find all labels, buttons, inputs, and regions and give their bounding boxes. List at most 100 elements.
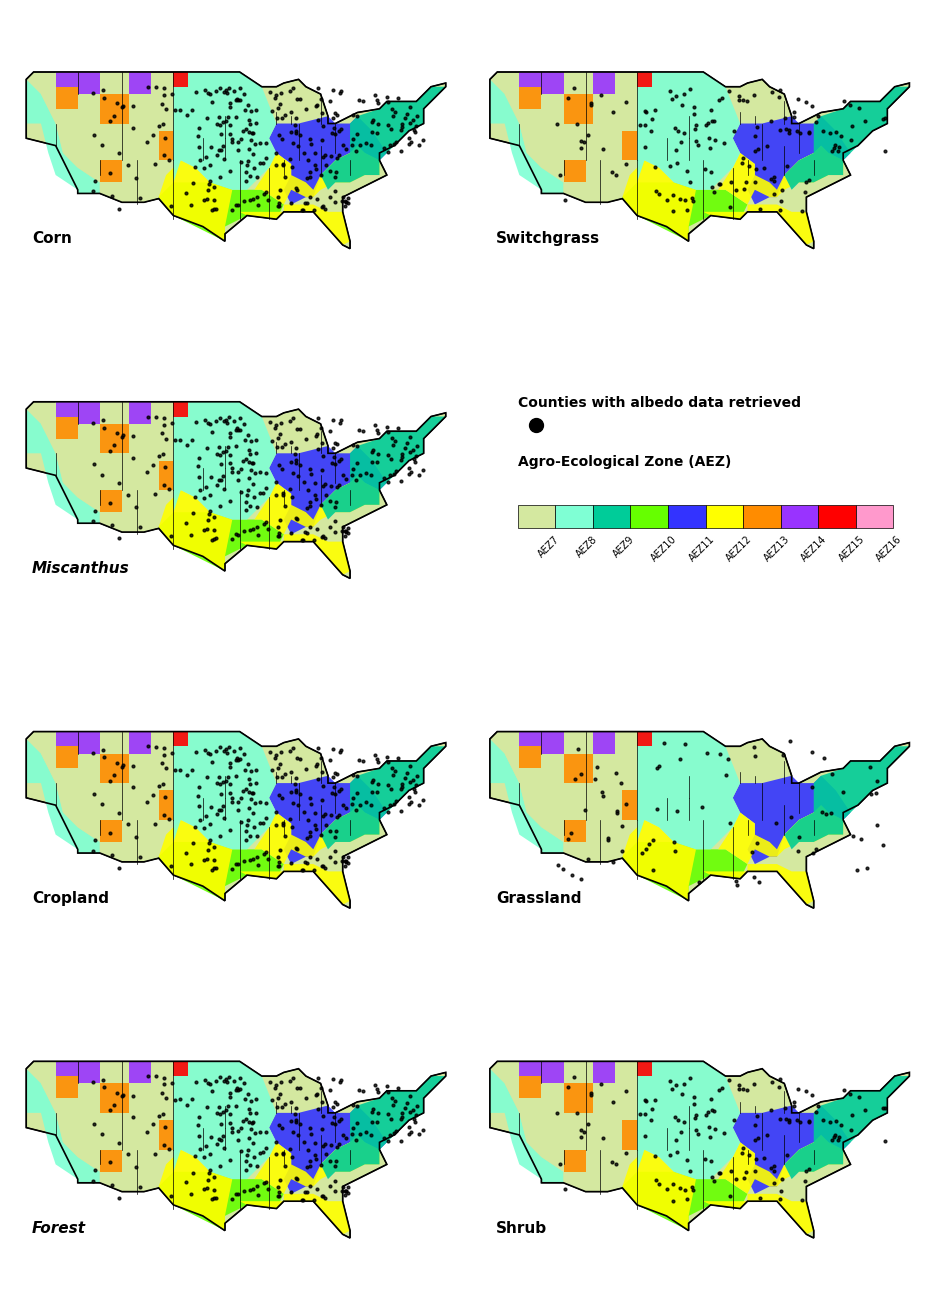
Point xyxy=(278,764,293,785)
Point xyxy=(207,507,222,528)
Point xyxy=(268,141,283,162)
Point xyxy=(309,756,324,777)
Point xyxy=(315,1106,330,1127)
Point xyxy=(284,122,299,143)
Point xyxy=(218,409,233,430)
Point xyxy=(831,1127,846,1148)
Point xyxy=(386,134,401,155)
Point xyxy=(271,187,286,208)
Point xyxy=(682,172,697,193)
Point xyxy=(619,1081,634,1102)
Point xyxy=(141,736,156,757)
Point xyxy=(157,77,172,98)
Point xyxy=(285,738,300,758)
Point xyxy=(338,855,353,876)
Point xyxy=(371,92,386,113)
Point xyxy=(739,1161,754,1182)
Point xyxy=(228,1079,243,1100)
Point xyxy=(116,96,131,117)
Point xyxy=(323,1134,339,1155)
Point xyxy=(240,485,255,506)
Point xyxy=(191,1107,207,1128)
Point xyxy=(230,1184,245,1205)
Point xyxy=(128,168,143,189)
Point xyxy=(284,761,299,782)
Point xyxy=(850,859,865,880)
Point xyxy=(332,1072,347,1093)
Point xyxy=(308,1148,323,1169)
Point xyxy=(219,741,234,762)
Point xyxy=(610,800,625,821)
Point xyxy=(388,761,403,782)
Point xyxy=(335,1176,350,1197)
Point xyxy=(252,132,267,153)
Bar xyxy=(855,504,893,528)
Point xyxy=(243,773,258,794)
Point xyxy=(303,1176,318,1197)
Point xyxy=(140,791,155,812)
Point xyxy=(156,774,171,795)
Point xyxy=(238,821,253,842)
Point xyxy=(191,447,207,468)
Point xyxy=(207,528,222,549)
Point xyxy=(230,194,245,215)
Point xyxy=(243,444,258,465)
Point xyxy=(208,1070,223,1091)
Point xyxy=(300,827,315,848)
Point xyxy=(386,464,401,485)
Point xyxy=(326,447,341,468)
Polygon shape xyxy=(520,1076,541,1098)
Point xyxy=(302,128,317,149)
Point xyxy=(274,787,290,808)
Point xyxy=(752,871,767,892)
Point xyxy=(748,172,763,193)
Point xyxy=(707,111,722,132)
Point xyxy=(218,1069,233,1090)
Polygon shape xyxy=(505,72,601,182)
Point xyxy=(405,440,421,461)
Point xyxy=(237,191,252,212)
Point xyxy=(843,94,858,115)
Point xyxy=(350,453,365,474)
Point xyxy=(704,177,720,198)
Point xyxy=(327,453,342,474)
Point xyxy=(383,465,398,486)
Point xyxy=(309,189,324,210)
Polygon shape xyxy=(41,72,137,182)
Point xyxy=(323,491,338,512)
Point xyxy=(604,1151,620,1172)
Point xyxy=(213,1114,228,1134)
Polygon shape xyxy=(158,476,379,575)
Point xyxy=(345,105,360,126)
Polygon shape xyxy=(100,131,166,202)
Point xyxy=(322,749,337,770)
Point xyxy=(327,102,342,123)
Point xyxy=(209,1103,224,1124)
Polygon shape xyxy=(564,1120,630,1192)
Point xyxy=(218,1100,233,1121)
Point xyxy=(336,794,351,815)
Point xyxy=(574,130,589,151)
Point xyxy=(271,1115,286,1136)
Point xyxy=(269,814,284,834)
Point xyxy=(660,190,675,211)
Point xyxy=(605,1091,620,1112)
Point xyxy=(401,787,416,808)
Point xyxy=(684,1176,699,1197)
Polygon shape xyxy=(158,790,174,820)
Point xyxy=(703,1089,719,1110)
Point xyxy=(249,1102,264,1123)
Point xyxy=(313,748,328,769)
Point xyxy=(345,764,360,785)
Point xyxy=(173,100,188,121)
Bar xyxy=(705,504,743,528)
Point xyxy=(345,1094,360,1115)
Point xyxy=(87,1114,102,1134)
Point xyxy=(278,105,293,126)
Point xyxy=(287,114,302,135)
Point xyxy=(319,485,334,506)
Polygon shape xyxy=(520,72,541,86)
Point xyxy=(268,748,283,769)
Point xyxy=(381,114,396,135)
Point xyxy=(158,428,174,449)
